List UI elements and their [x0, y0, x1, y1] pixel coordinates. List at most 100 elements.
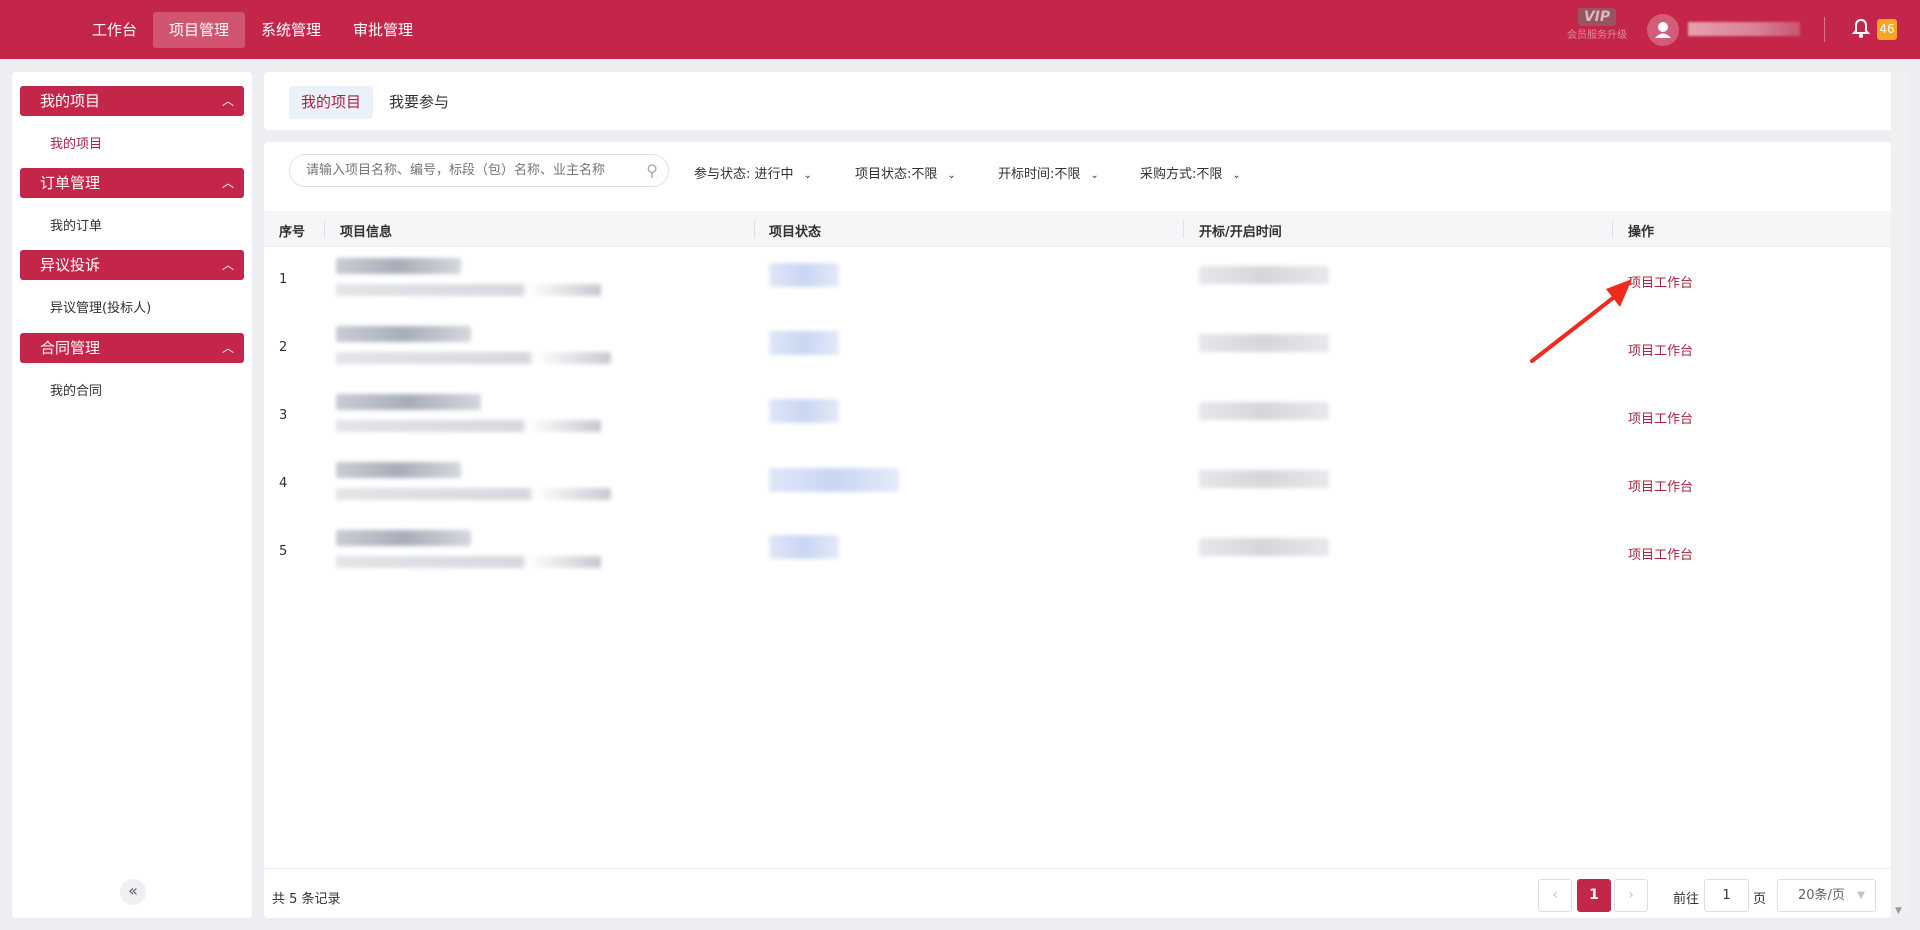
group-title: 异议投诉 — [40, 256, 101, 274]
table-row: 3 项目工作台 — [264, 384, 1891, 452]
user-name-redacted[interactable] — [1688, 22, 1800, 36]
project-name-redacted — [336, 530, 471, 546]
project-workbench-link[interactable]: 项目工作台 — [1628, 548, 1694, 563]
project-status-redacted — [769, 331, 839, 355]
sidebar-group-my-projects[interactable]: 我的项目 ︿ — [20, 86, 244, 116]
search-box[interactable]: ⚲ — [289, 154, 669, 187]
chevron-up-icon: ︿ — [221, 94, 234, 108]
goto-label: 前往 — [1673, 892, 1700, 907]
project-workbench-link[interactable]: 项目工作台 — [1628, 344, 1694, 359]
bid-time-redacted — [1199, 334, 1329, 352]
sidebar-group-contracts[interactable]: 合同管理 ︿ — [20, 333, 244, 363]
filter-label: 参与状态: 进行中 — [694, 167, 794, 182]
table-row: 5 项目工作台 — [264, 520, 1891, 588]
scroll-down-arrow-icon[interactable]: ▼ — [1895, 906, 1902, 916]
project-workbench-link[interactable]: 项目工作台 — [1628, 276, 1694, 291]
project-workbench-link[interactable]: 项目工作台 — [1628, 412, 1694, 427]
tab-participate[interactable]: 我要参与 — [389, 93, 450, 111]
page-unit-label: 页 — [1753, 892, 1767, 907]
filter-label: 项目状态:不限 — [855, 167, 938, 182]
row-index: 3 — [279, 408, 288, 423]
project-name-redacted — [336, 394, 481, 410]
table-row: 4 项目工作台 — [264, 452, 1891, 520]
group-title: 我的项目 — [40, 92, 101, 110]
chevron-down-icon: ⌄ — [803, 170, 812, 181]
row-index: 4 — [279, 476, 288, 491]
sidebar-item-my-contracts[interactable]: 我的合同 — [50, 384, 103, 399]
project-workbench-link[interactable]: 项目工作台 — [1628, 480, 1694, 495]
chevron-down-icon: ⌄ — [947, 170, 956, 181]
group-title: 合同管理 — [40, 339, 101, 357]
vip-icon: VIP — [1577, 8, 1617, 26]
sidebar-group-orders[interactable]: 订单管理 ︿ — [20, 168, 244, 198]
filter-project-status[interactable]: 项目状态:不限 ⌄ — [855, 163, 956, 182]
column-divider — [754, 220, 755, 238]
page-1-button[interactable]: 1 — [1577, 879, 1611, 912]
nav-workbench[interactable]: 工作台 — [92, 21, 138, 39]
row-index: 5 — [279, 544, 288, 559]
column-index: 序号 — [279, 225, 306, 240]
search-input[interactable] — [306, 163, 636, 178]
search-icon[interactable]: ⚲ — [646, 161, 658, 180]
page-size-select[interactable]: 20条/页 ▼ — [1777, 879, 1876, 912]
chevron-up-icon: ︿ — [221, 258, 234, 272]
prev-page-button[interactable]: ‹ — [1538, 879, 1572, 912]
sidebar: 我的项目 ︿ 我的项目 订单管理 ︿ 我的订单 异议投诉 ︿ 异议管理(投标人) 合同… — [12, 72, 252, 918]
nav-system-management[interactable]: 系统管理 — [261, 21, 322, 39]
top-header: 工作台 项目管理 系统管理 审批管理 VIP 会员服务升级 46 — [0, 0, 1920, 59]
sidebar-item-my-projects[interactable]: 我的项目 — [50, 137, 103, 152]
filter-label: 开标时间:不限 — [998, 167, 1081, 182]
sidebar-group-objections[interactable]: 异议投诉 ︿ — [20, 250, 244, 280]
chevron-up-icon: ︿ — [221, 176, 234, 190]
row-index: 2 — [279, 340, 288, 355]
nav-project-management[interactable]: 项目管理 — [153, 12, 246, 48]
vip-upgrade[interactable]: VIP 会员服务升级 — [1562, 8, 1632, 41]
bid-time-redacted — [1199, 402, 1329, 420]
bell-icon[interactable] — [1851, 18, 1871, 43]
project-list-card: ⚲ 参与状态: 进行中⌄ 项目状态:不限⌄ 开标时间:不限⌄ 采购方式:不限⌄ … — [264, 142, 1891, 918]
filter-participation-status[interactable]: 参与状态: 进行中 ⌄ — [694, 163, 812, 182]
column-bid-time: 开标/开启时间 — [1199, 225, 1282, 240]
caret-down-icon: ▼ — [1857, 890, 1865, 901]
table-row: 1 项目工作台 — [264, 248, 1891, 316]
table-header: 序号 项目信息 项目状态 开标/开启时间 操作 — [264, 211, 1891, 247]
red-arrow-annotation — [1530, 279, 1632, 363]
filter-procurement-method[interactable]: 采购方式:不限 ⌄ — [1140, 163, 1241, 182]
page-size-value: 20条/页 — [1798, 888, 1845, 903]
user-avatar[interactable] — [1647, 14, 1679, 46]
column-divider — [1612, 220, 1613, 238]
notification-badge: 46 — [1877, 19, 1897, 40]
sidebar-item-objection-management[interactable]: 异议管理(投标人) — [50, 301, 152, 316]
project-code-redacted — [336, 284, 601, 296]
column-project-info: 项目信息 — [340, 225, 393, 240]
column-project-status: 项目状态 — [769, 225, 822, 240]
column-actions: 操作 — [1628, 225, 1655, 240]
vip-label: 会员服务升级 — [1567, 30, 1627, 41]
tab-my-projects[interactable]: 我的项目 — [289, 86, 374, 119]
project-status-redacted — [769, 399, 839, 423]
filter-label: 采购方式:不限 — [1140, 167, 1223, 182]
goto-page-input[interactable]: 1 — [1704, 879, 1749, 912]
project-status-redacted — [769, 263, 839, 287]
column-divider — [324, 220, 325, 238]
project-code-redacted — [336, 556, 601, 568]
project-status-redacted — [769, 468, 899, 492]
project-name-redacted — [336, 326, 471, 342]
table-row: 2 项目工作台 — [264, 316, 1891, 384]
filter-bid-time[interactable]: 开标时间:不限 ⌄ — [998, 163, 1099, 182]
nav-approval-management[interactable]: 审批管理 — [353, 21, 414, 39]
group-title: 订单管理 — [40, 174, 101, 192]
sidebar-item-my-orders[interactable]: 我的订单 — [50, 219, 103, 234]
chevron-down-icon: ⌄ — [1232, 170, 1241, 181]
total-records: 共 5 条记录 — [272, 892, 341, 907]
next-page-button[interactable]: › — [1614, 879, 1648, 912]
bid-time-redacted — [1199, 266, 1329, 284]
collapse-sidebar-button[interactable]: « — [120, 879, 146, 905]
bid-time-redacted — [1199, 538, 1329, 556]
tab-bar: 我的项目 我要参与 — [264, 72, 1908, 130]
bid-time-redacted — [1199, 470, 1329, 488]
user-icon — [1655, 22, 1671, 38]
project-name-redacted — [336, 462, 461, 478]
scrollbar[interactable]: ▼ — [1891, 72, 1908, 918]
project-code-redacted — [336, 352, 611, 364]
